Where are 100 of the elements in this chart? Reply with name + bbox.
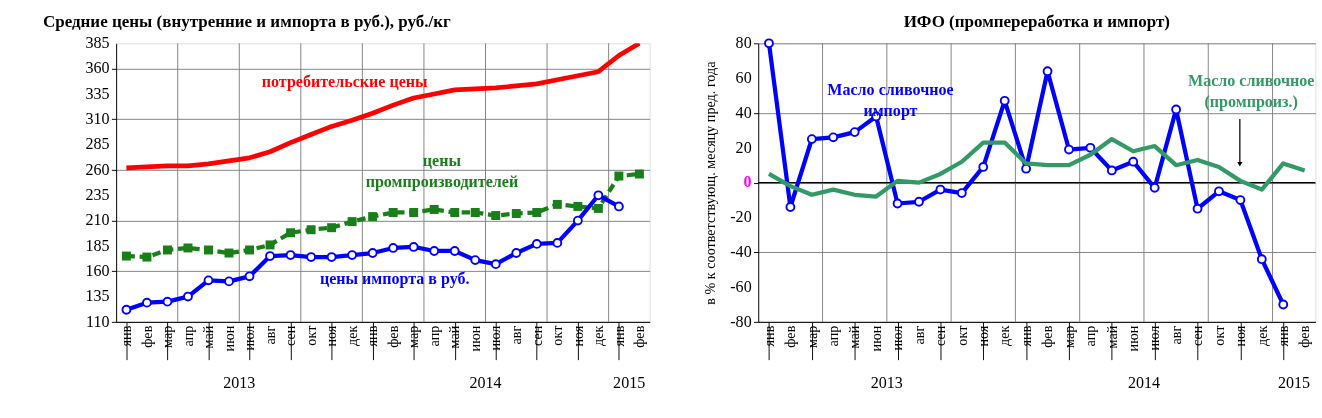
y-tick-label: -40 [730,242,752,260]
x-tick-label: мар [405,325,422,348]
point [306,225,316,235]
y-tick-label: 285 [85,135,110,153]
line-series [766,136,1307,199]
x-tick-label: янв [760,325,777,347]
point [1171,104,1182,115]
point [849,127,860,138]
x-tick-label: сен [282,325,299,346]
point [914,196,924,207]
x-tick-label: май [846,325,863,349]
point [142,297,152,308]
chart-title: ИФО (промпереработка и импорт) [903,12,1171,32]
point [785,202,796,212]
x-tick-label: июл [1146,325,1163,351]
point [593,203,603,213]
y-tick-label: 235 [85,186,110,203]
x-tick-label: июл [487,325,504,351]
point [552,199,562,209]
x-tick-label: окт [302,325,319,346]
text: 2015 [613,374,646,391]
point [1214,186,1224,197]
point [183,291,193,302]
point [1106,165,1117,176]
point [429,204,439,214]
point [162,245,172,255]
y-tick-label: 335 [85,84,110,102]
x-tick-label: ноя [974,325,991,347]
x-tick-label: июн [867,325,884,352]
point [265,240,275,250]
x-tick-label: апр [824,325,841,347]
x-tick-label: июн [220,325,237,352]
x-tick-label: окт [1210,325,1227,346]
x-tick-label: янв [1017,325,1034,347]
x-tick-label: авг [261,325,278,345]
y-tick-label: 60 [735,68,752,86]
x-tick-label: янв [364,325,381,347]
point [511,209,521,218]
x-tick-label: янв [118,325,135,347]
y-tick-label: 360 [85,59,110,77]
x-tick-label: июл [241,325,258,351]
point [1256,254,1267,265]
point [935,184,946,195]
point [1042,66,1053,77]
point [978,162,989,172]
point [162,296,173,307]
y-tick-label: -60 [730,277,752,295]
point [450,208,460,217]
point [490,259,501,270]
point [286,228,296,238]
y-axis-title: в % к соответствующ. месяцу пред. года [701,60,718,305]
text: 2015 [1277,374,1311,391]
x-tick-label: мар [159,325,176,348]
point [511,248,522,258]
x-tick-label: фев [138,325,155,348]
x-tick-label: фев [631,325,648,348]
x-tick-label: июн [1124,325,1141,352]
point [1064,144,1074,155]
x-tick-label: сен [1189,325,1206,346]
y-tick-label: 110 [86,312,110,330]
series-label: потребительские цены [261,72,429,91]
point [1235,195,1246,205]
point [367,248,378,258]
point [347,250,358,260]
point [828,132,839,143]
point [573,201,583,211]
y-tick-label: 160 [85,261,110,279]
x-tick-label: окт [953,325,970,346]
point [306,252,316,262]
point [470,255,481,265]
point [1192,203,1203,214]
point [634,169,644,179]
series-label: цены импорта в руб. [319,270,470,289]
x-tick-label: май [1103,325,1120,349]
text: 2013 [870,374,903,391]
x-tick-label: янв [610,325,627,347]
text: 2013 [223,374,256,391]
point [245,245,255,255]
point [326,252,337,262]
x-tick-label: сен [528,325,545,346]
x-tick-label: дек [590,325,607,347]
point [203,275,214,286]
point [491,211,501,221]
x-tick-label: фев [384,325,401,348]
point [265,251,275,261]
x-tick-label: фев [782,325,799,348]
point [532,208,542,217]
x-tick-label: май [446,325,463,349]
text: 2014 [469,374,502,391]
x-tick-label: май [200,325,217,349]
point [1085,142,1096,153]
chart-title: Средние цены (внутренние и импорта в руб.), руб./кг [42,12,452,32]
y-tick-label: 385 [85,34,110,52]
x-tick-label: апр [425,325,442,347]
x-tick-label: авг [910,325,927,345]
point [285,250,296,260]
point [327,223,337,233]
y-tick-label: 135 [85,287,110,305]
x-tick-label: июн [466,325,483,352]
point [347,217,357,227]
